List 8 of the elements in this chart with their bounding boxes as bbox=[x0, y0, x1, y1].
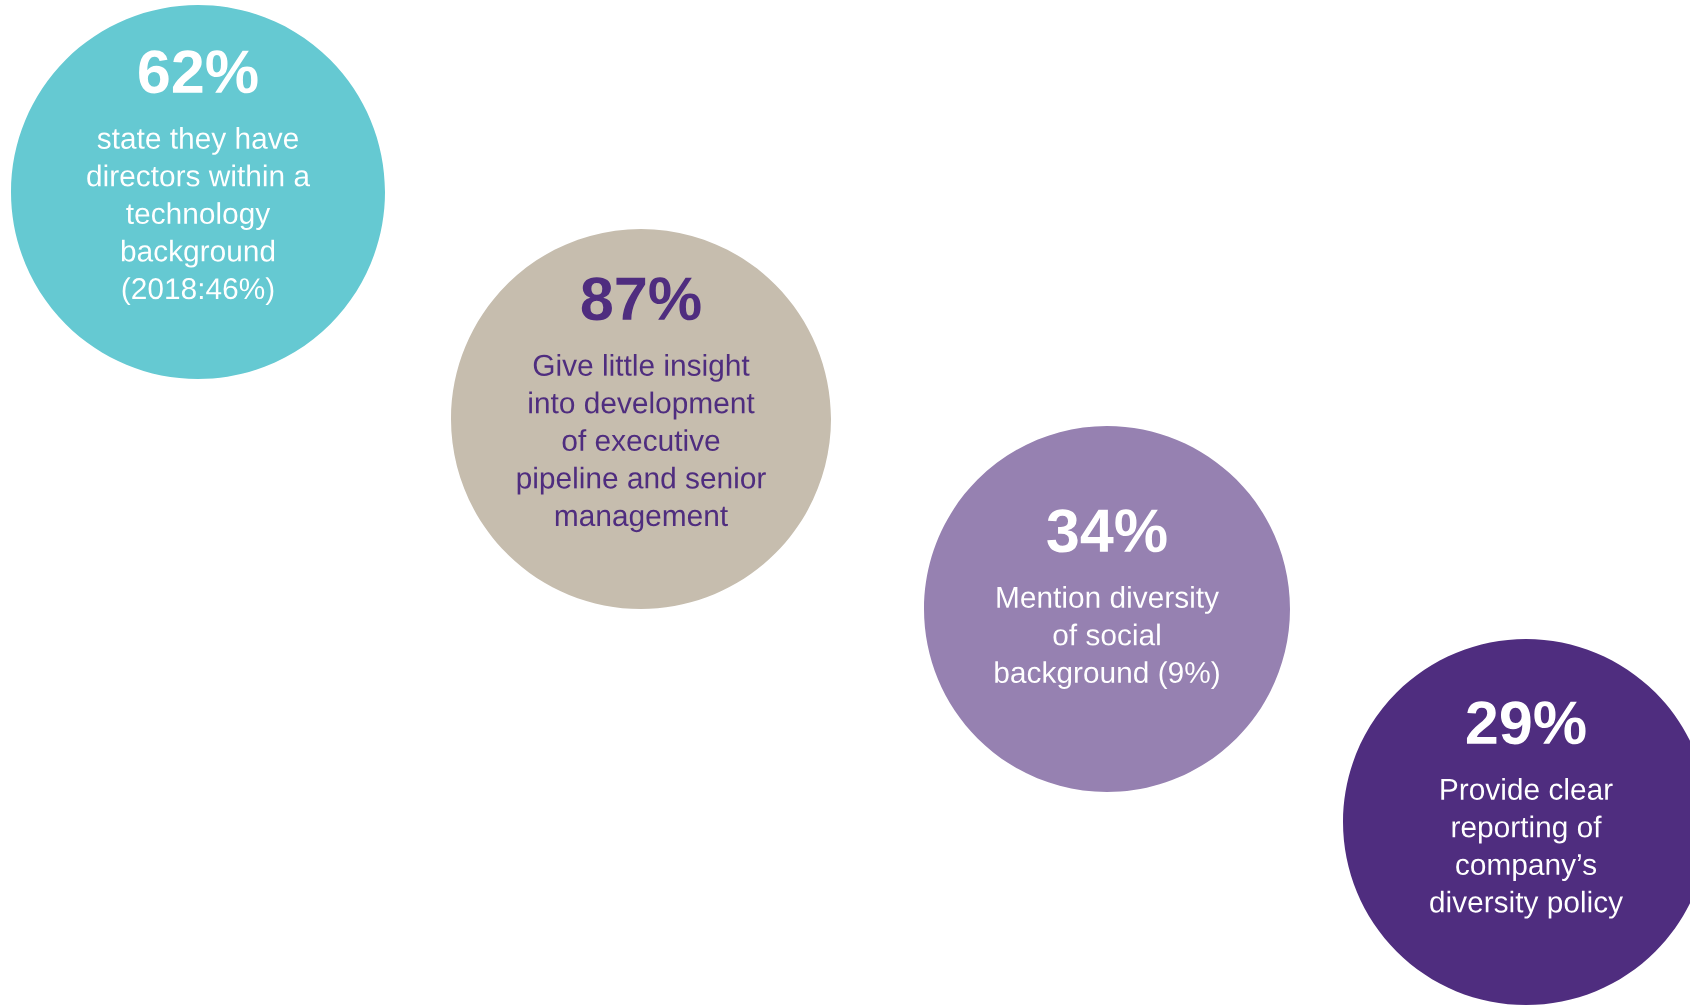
data-label: 34% bbox=[1047, 509, 1167, 553]
category-label: Mention diversity of social background (9%) bbox=[995, 586, 1219, 689]
data-label: 29% bbox=[1466, 701, 1586, 745]
category-label: Give little insight into development of executive pipeline and senior management bbox=[517, 354, 766, 533]
data-label: 87% bbox=[581, 277, 701, 321]
data-label: 62% bbox=[139, 50, 258, 94]
category-label: state they have directors within a technology background (2018:46%) bbox=[87, 127, 311, 306]
category-label: Provide clear reporting of company’s diversity policy bbox=[1430, 778, 1624, 919]
